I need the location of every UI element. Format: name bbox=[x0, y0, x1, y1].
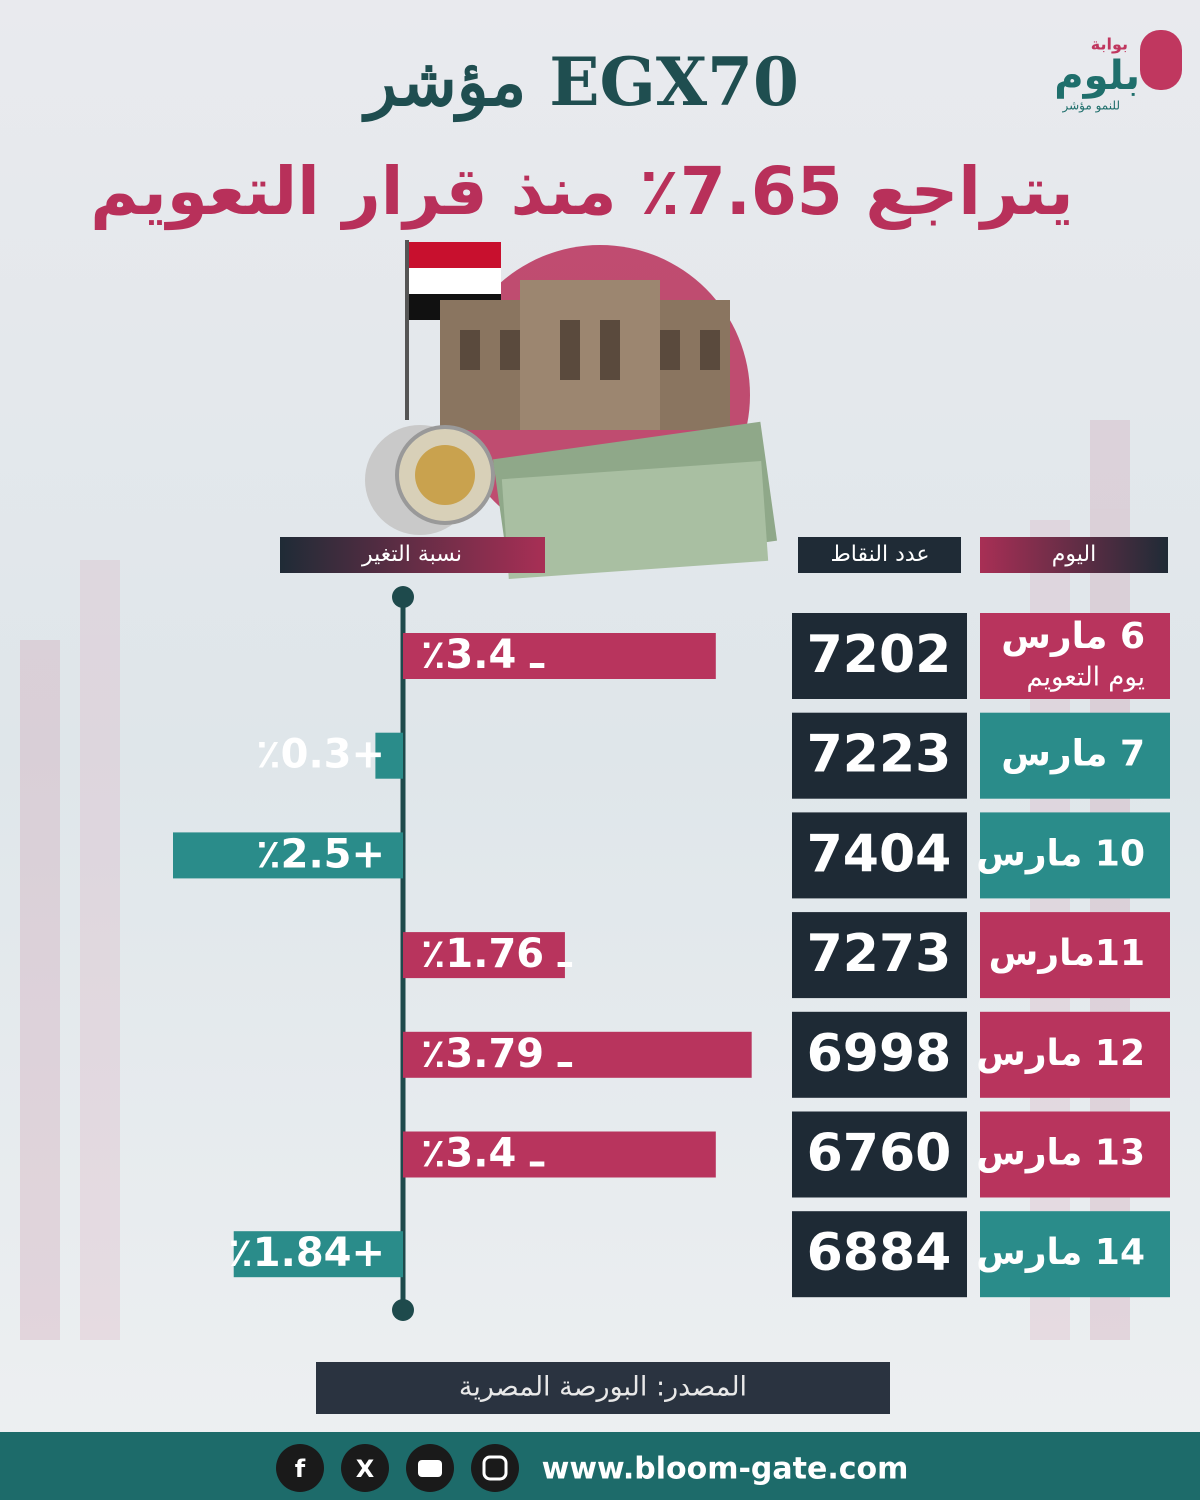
x-icon[interactable] bbox=[341, 1444, 389, 1492]
change-label: ٪1.84+ bbox=[228, 1230, 385, 1276]
axis-cap bbox=[392, 1299, 414, 1321]
day-label: 13 مارس bbox=[976, 1133, 1145, 1174]
day-box bbox=[980, 1011, 1170, 1098]
subtitle: يتراجع 7.65٪ منذ قرار التعويم bbox=[90, 153, 1073, 231]
axis-cap bbox=[392, 586, 414, 608]
change-label: ٪1.76 ـ bbox=[421, 931, 573, 977]
change-bar bbox=[173, 832, 403, 879]
title: مؤشر EGX70 bbox=[361, 43, 799, 123]
change-bar bbox=[403, 1031, 752, 1078]
column-header: عدد النقاط bbox=[830, 542, 929, 567]
svg-text:f: f bbox=[295, 1455, 306, 1483]
header-box bbox=[798, 537, 961, 573]
day-label: 12 مارس bbox=[976, 1033, 1145, 1074]
points-value: 7223 bbox=[807, 725, 952, 785]
points-value: 7202 bbox=[807, 625, 952, 685]
day-label: 14 مارس bbox=[976, 1232, 1145, 1273]
points-value: 6884 bbox=[807, 1223, 952, 1283]
instagram-icon[interactable] bbox=[471, 1444, 519, 1492]
points-box bbox=[792, 1111, 967, 1198]
day-box bbox=[980, 613, 1170, 699]
illustration bbox=[365, 240, 778, 579]
points-box bbox=[792, 1211, 967, 1298]
social-icons: f X bbox=[276, 1444, 519, 1492]
rows: 6 مارس يوم التعويم 7202 ٪3.4 ـ 7 مارس 7223 ٪0.… bbox=[173, 613, 1170, 1298]
day-box bbox=[980, 712, 1170, 799]
points-value: 6760 bbox=[807, 1124, 952, 1184]
change-label: ٪0.3+ bbox=[256, 732, 385, 778]
source: المصدر: البورصة المصرية bbox=[459, 1372, 747, 1403]
change-label: ٪2.5+ bbox=[256, 831, 385, 877]
source-box bbox=[316, 1362, 890, 1414]
logo: بوابة بلوم للنمو مؤشر bbox=[1054, 30, 1182, 114]
header-box bbox=[280, 537, 545, 573]
day-label: 6 مارس bbox=[1001, 616, 1145, 657]
day-label: 10 مارس bbox=[976, 833, 1145, 874]
points-box bbox=[792, 912, 967, 999]
day-box bbox=[980, 1211, 1170, 1298]
points-value: 7404 bbox=[807, 824, 952, 884]
logo-top: بوابة bbox=[1091, 35, 1128, 54]
day-note: يوم التعويم bbox=[1026, 663, 1145, 693]
points-box bbox=[792, 613, 967, 699]
change-bar bbox=[403, 932, 565, 979]
points-box bbox=[792, 812, 967, 899]
change-bar bbox=[403, 1131, 716, 1178]
change-label: ٪3.79 ـ bbox=[421, 1031, 573, 1077]
footer-band bbox=[0, 1432, 1200, 1500]
website[interactable]: www.bloom-gate.com bbox=[542, 1452, 909, 1487]
day-box bbox=[980, 812, 1170, 899]
day-label: 11مارس bbox=[989, 933, 1145, 974]
change-bar bbox=[403, 633, 716, 679]
points-box bbox=[792, 1011, 967, 1098]
logo-name: بلوم bbox=[1054, 53, 1140, 99]
facebook-icon[interactable] bbox=[276, 1444, 324, 1492]
change-label: ٪3.4 ـ bbox=[421, 632, 545, 678]
points-box bbox=[792, 712, 967, 799]
column-header: نسبة التغير bbox=[361, 542, 462, 567]
points-value: 6998 bbox=[807, 1024, 952, 1084]
day-box bbox=[980, 912, 1170, 999]
change-bar bbox=[375, 732, 403, 779]
column-header: اليوم bbox=[1052, 542, 1096, 567]
header-box bbox=[980, 537, 1168, 573]
points-value: 7273 bbox=[807, 924, 952, 984]
logo-tagline: للنمو مؤشر bbox=[1061, 99, 1120, 114]
day-label: 7 مارس bbox=[1001, 734, 1145, 775]
svg-text:X: X bbox=[356, 1455, 375, 1483]
change-bar bbox=[233, 1231, 403, 1278]
change-label: ٪3.4 ـ bbox=[421, 1131, 545, 1177]
day-box bbox=[980, 1111, 1170, 1198]
